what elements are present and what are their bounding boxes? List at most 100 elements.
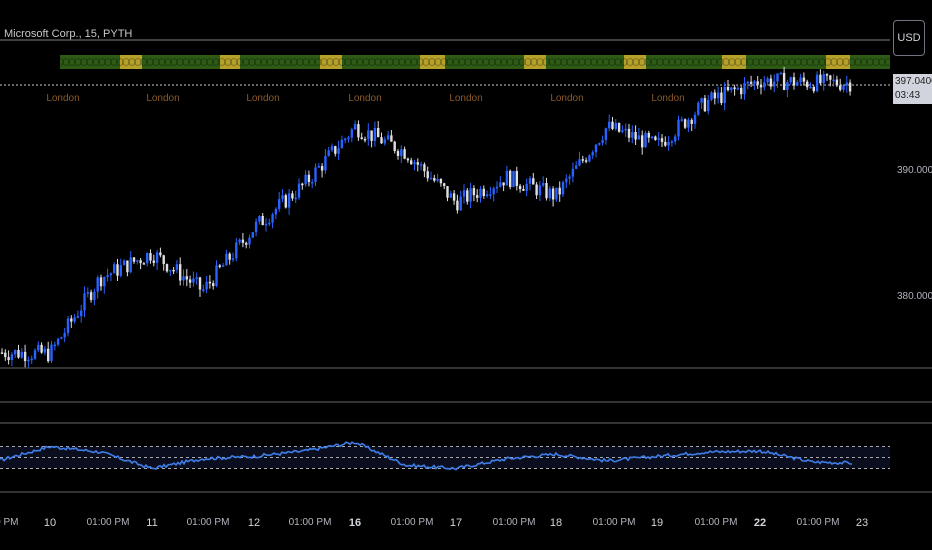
- candle-body: [542, 183, 545, 186]
- candle-body: [532, 178, 535, 185]
- session-dot: [632, 58, 640, 66]
- currency-button[interactable]: USD: [893, 20, 925, 56]
- session-dot: [596, 58, 604, 66]
- candle-body: [650, 136, 654, 139]
- candle-body: [350, 129, 353, 138]
- session-dot: [698, 58, 706, 66]
- candle-body: [30, 358, 33, 361]
- candle-body: [792, 77, 796, 86]
- candle-body: [254, 221, 258, 233]
- candle-body: [759, 84, 763, 88]
- candle-body: [400, 149, 403, 156]
- candle-body: [238, 239, 241, 243]
- session-dot: [584, 58, 592, 66]
- candle-body: [482, 188, 485, 196]
- candle-body: [126, 260, 129, 273]
- candle-body: [17, 350, 20, 358]
- candle-body: [268, 222, 271, 225]
- session-dot: [680, 58, 688, 66]
- session-dot: [422, 58, 430, 66]
- session-segment: [722, 55, 746, 69]
- candle-body: [634, 132, 637, 140]
- session-dot: [296, 58, 304, 66]
- session-dot: [80, 58, 88, 66]
- candle-body: [558, 187, 561, 195]
- candle-body: [657, 138, 660, 140]
- session-segment: [320, 55, 342, 69]
- session-segment: [524, 55, 546, 69]
- session-dot: [74, 58, 82, 66]
- candle-body: [749, 81, 753, 84]
- candle-body: [109, 273, 113, 276]
- candle-body: [627, 128, 631, 138]
- candle-body: [235, 242, 238, 259]
- candle-body: [839, 85, 842, 90]
- candle-body: [66, 318, 70, 334]
- candle-body: [433, 177, 436, 181]
- session-dot: [758, 58, 766, 66]
- session-dot: [614, 58, 622, 66]
- candle-body: [756, 81, 759, 85]
- session-dot: [668, 58, 676, 66]
- candle-body: [631, 132, 634, 138]
- session-dot: [140, 58, 148, 66]
- session-dot: [782, 58, 790, 66]
- candle-body: [502, 182, 505, 186]
- session-dot: [374, 58, 382, 66]
- candle-body: [50, 344, 53, 362]
- candle-body: [835, 79, 839, 86]
- candle-body: [730, 87, 733, 91]
- candle-body: [261, 215, 264, 226]
- session-dot: [500, 58, 508, 66]
- candle-body: [822, 74, 825, 84]
- session-dot: [62, 58, 70, 66]
- session-dot: [746, 58, 754, 66]
- session-dot: [860, 58, 868, 66]
- candle-body: [70, 318, 73, 322]
- candle-body: [396, 151, 400, 156]
- session-dot: [788, 58, 796, 66]
- candle-body: [545, 183, 548, 199]
- candle-body: [812, 87, 815, 92]
- candle-body: [337, 148, 340, 154]
- candle-body: [743, 82, 746, 95]
- candle-body: [677, 119, 680, 137]
- candle-body: [720, 92, 723, 103]
- candle-body: [245, 242, 248, 245]
- candle-body: [307, 174, 311, 183]
- candle-body: [330, 146, 334, 151]
- session-dot: [662, 58, 670, 66]
- candle-body: [43, 348, 47, 353]
- x-tick-label: 10: [43, 517, 57, 529]
- candle-body: [251, 232, 254, 238]
- candle-body: [413, 162, 416, 165]
- candle-body: [703, 98, 707, 112]
- session-dot: [398, 58, 406, 66]
- candle-body: [281, 195, 284, 200]
- candle-body: [426, 171, 429, 179]
- candle-body: [370, 130, 373, 141]
- y-tick-390: 390.00000: [897, 165, 932, 176]
- candle-body: [683, 119, 687, 128]
- candle-body: [591, 152, 594, 156]
- candle-body: [637, 135, 641, 140]
- candle-body: [60, 337, 63, 339]
- session-dot: [266, 58, 274, 66]
- session-dot: [488, 58, 496, 66]
- candle-body: [231, 258, 235, 260]
- candle-body: [99, 277, 103, 287]
- candle-body: [10, 354, 14, 361]
- candle-body: [7, 357, 10, 361]
- candle-body: [89, 292, 93, 300]
- candle-body: [146, 253, 149, 264]
- candle-body: [740, 87, 743, 95]
- candle-body: [297, 183, 301, 198]
- candle-body: [512, 171, 515, 188]
- candle-body: [522, 189, 525, 191]
- candle-body: [76, 316, 80, 318]
- x-tick-label: 01:00 PM: [390, 517, 434, 528]
- bar-countdown: 03:43: [895, 90, 921, 101]
- session-dot: [734, 58, 742, 66]
- candle-body: [617, 122, 621, 132]
